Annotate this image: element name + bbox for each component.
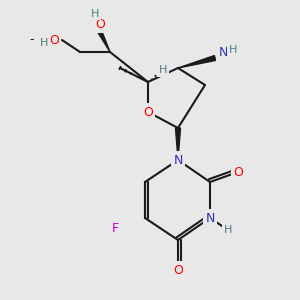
Text: O: O [143,106,153,118]
Text: H: H [229,45,237,55]
Polygon shape [178,56,216,68]
Text: H: H [159,65,167,75]
Text: N: N [173,154,183,166]
Text: H: H [91,9,99,19]
Text: H: H [224,225,232,235]
Text: N: N [205,212,215,224]
Text: F: F [111,221,118,235]
Text: O: O [233,166,243,178]
Polygon shape [98,31,110,52]
Text: O: O [173,263,183,277]
Text: -: - [30,34,34,46]
Text: O: O [95,17,105,31]
Text: N: N [218,46,228,59]
Text: O: O [49,34,59,46]
Text: H: H [40,38,48,48]
Polygon shape [176,128,181,160]
